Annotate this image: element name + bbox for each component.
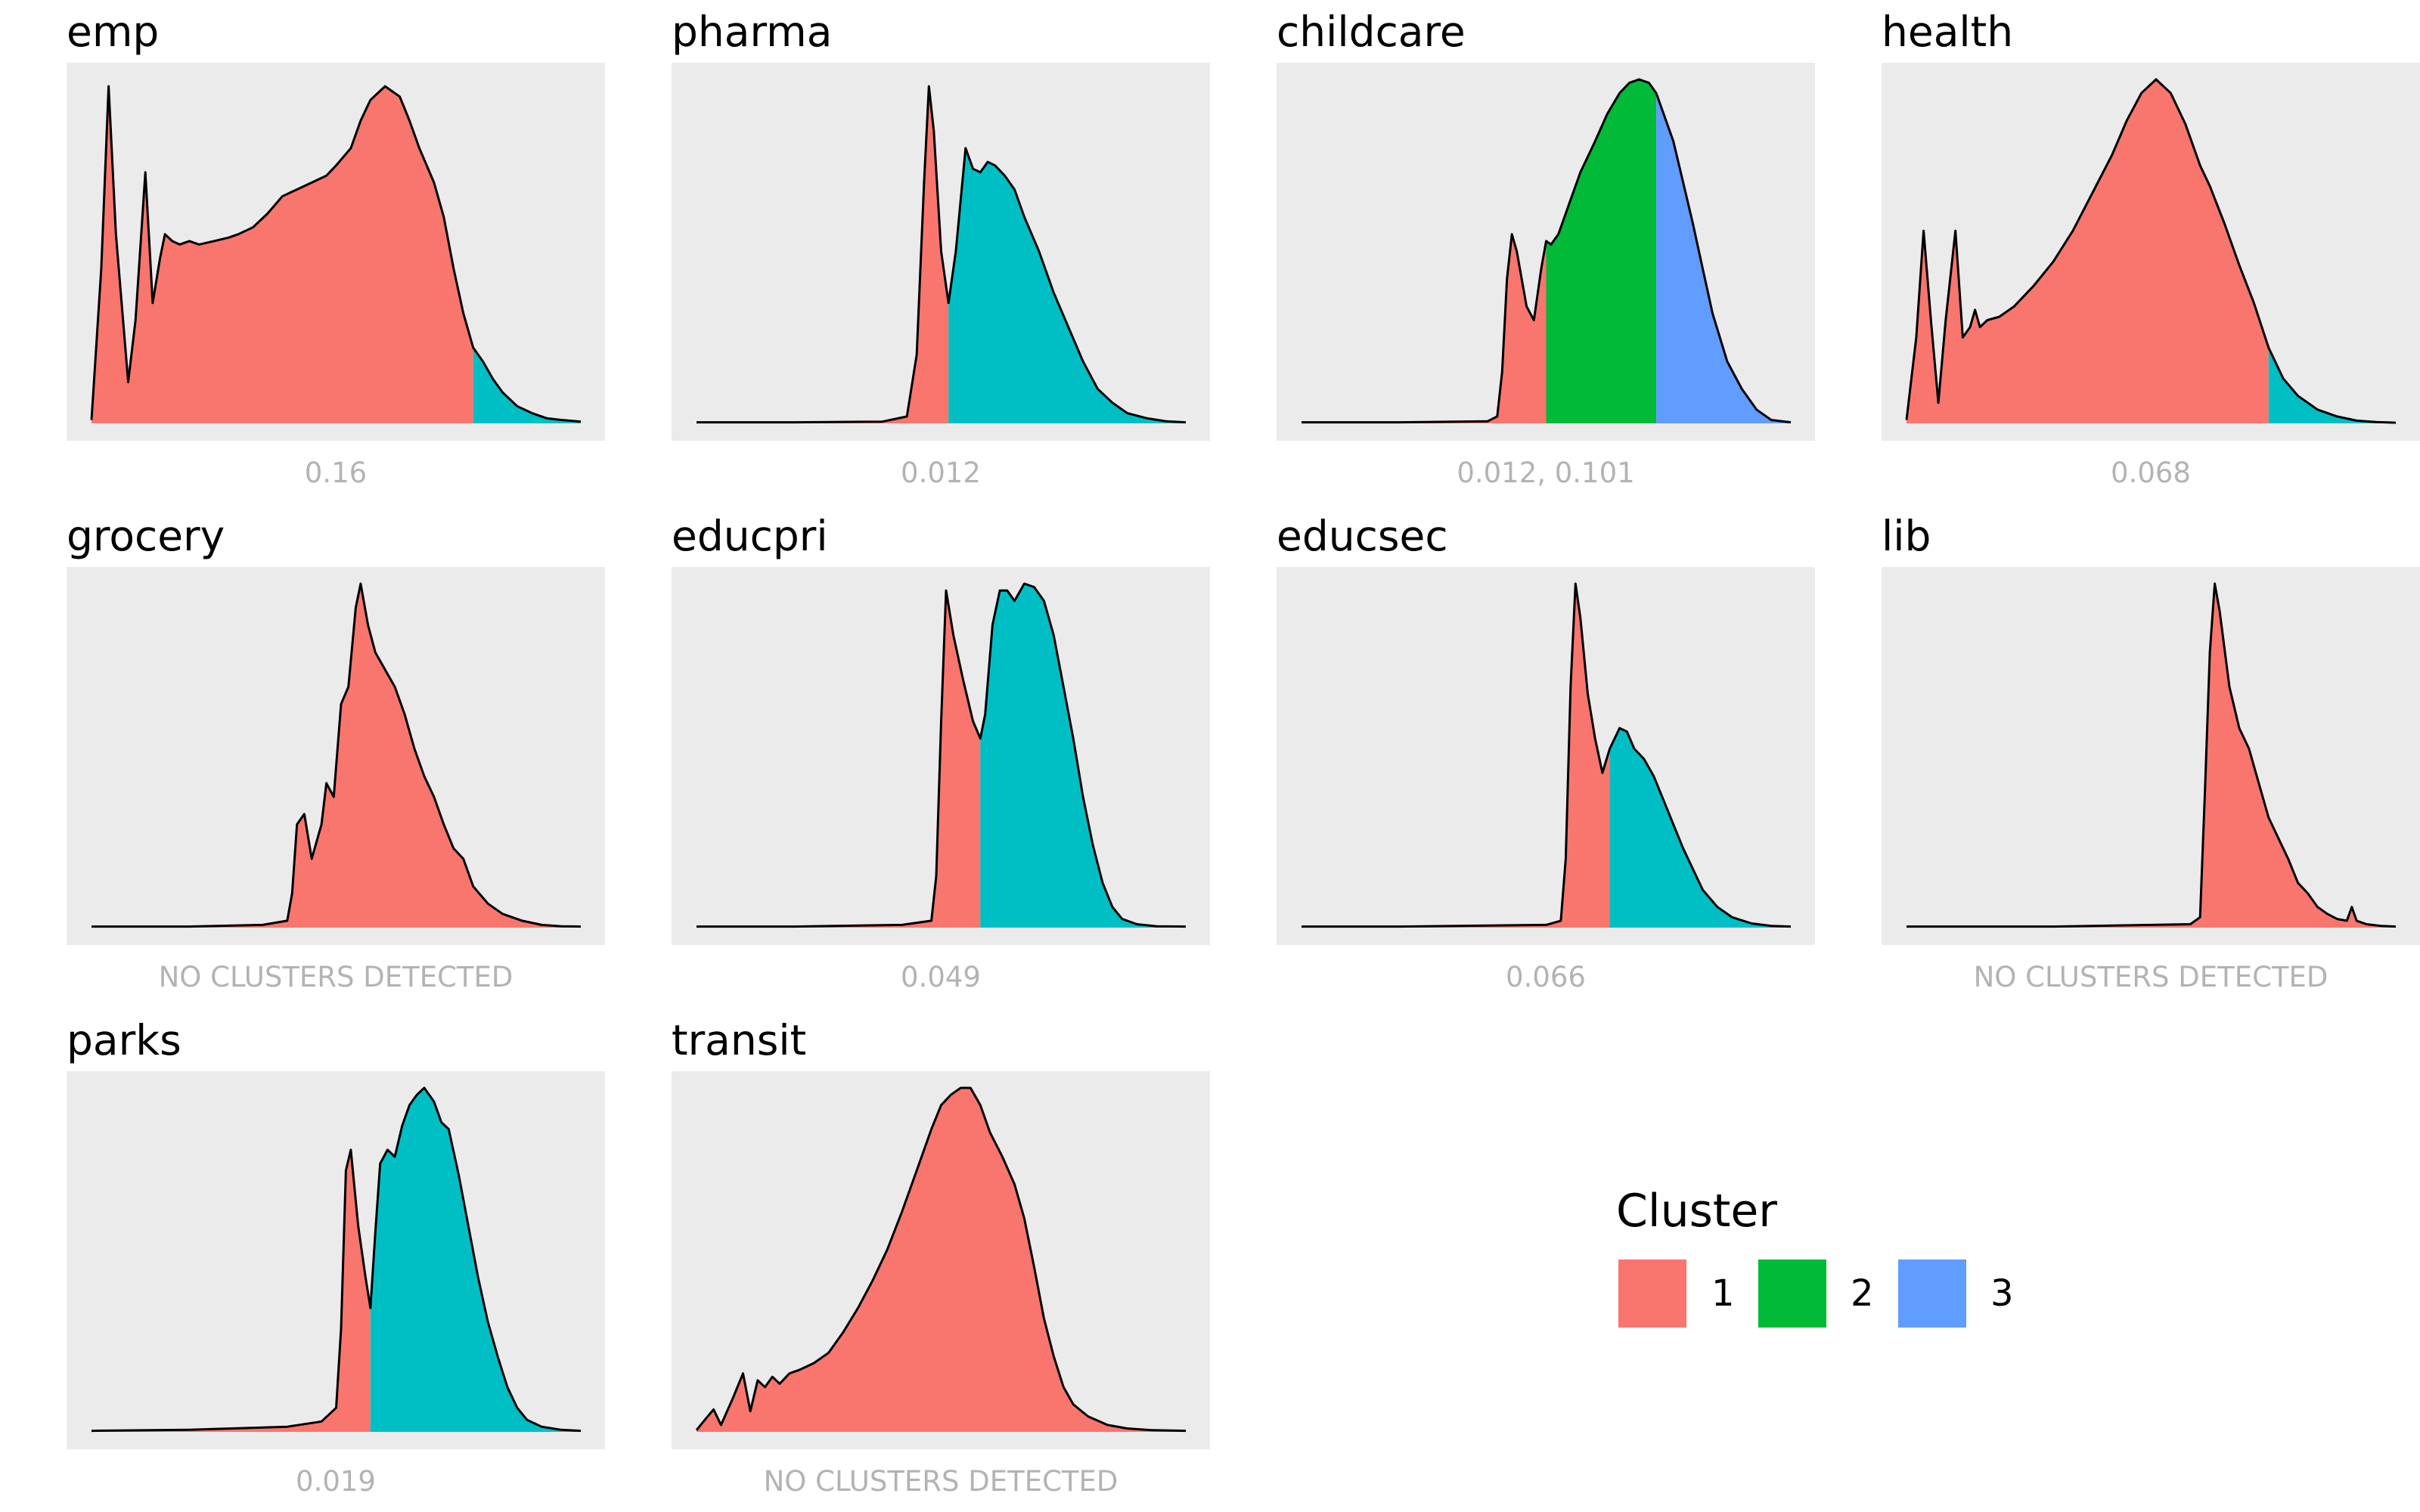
facet-panel-emp: emp 0.16: [67, 8, 605, 489]
cluster-area-1: [697, 86, 949, 423]
density-curve: [697, 85, 1187, 424]
cluster-area-3b: [370, 1088, 581, 1432]
cluster-area-1: [92, 1149, 371, 1432]
facet-caption: 0.066: [1506, 961, 1586, 993]
legend-key-1: [1618, 1259, 1686, 1328]
facet-panel-educpri: educpri 0.049: [672, 512, 1210, 993]
facet-title: childcare: [1277, 8, 1466, 56]
facet-caption: NO CLUSTERS DETECTED: [159, 961, 513, 993]
facet-title: transit: [672, 1016, 806, 1064]
legend-key-3: [1898, 1259, 1966, 1328]
facet-title: parks: [67, 1016, 182, 1064]
cluster-area-1: [697, 590, 981, 928]
facet-panel-childcare: childcare 0.012, 0.101: [1277, 8, 1815, 489]
cluster-area-1: [1302, 234, 1547, 423]
facet-caption: NO CLUSTERS DETECTED: [764, 1465, 1118, 1498]
density-curve: [1907, 582, 2397, 928]
facet-panel-health: health 0.068: [1882, 8, 2420, 489]
density-curve: [1905, 78, 2397, 424]
facet-title: lib: [1882, 512, 1931, 560]
facet-caption: 0.019: [296, 1465, 376, 1498]
density-curve: [1302, 582, 1792, 928]
facet-caption: 0.16: [305, 457, 367, 489]
facet-title: pharma: [672, 8, 832, 56]
facet-panel-transit: transit NO CLUSTERS DETECTED: [672, 1016, 1210, 1498]
facet-title: grocery: [67, 512, 225, 560]
cluster-area-3: [1656, 93, 1791, 423]
panel-background: [1882, 567, 2420, 945]
legend-label-1: 1: [1711, 1272, 1735, 1315]
facet-caption: 0.049: [901, 961, 981, 993]
facet-title: educsec: [1277, 512, 1448, 560]
facet-panel-lib: lib NO CLUSTERS DETECTED: [1882, 512, 2420, 993]
density-curve: [91, 1086, 582, 1433]
cluster-area-3b: [948, 148, 1186, 423]
legend-title: Cluster: [1616, 1185, 1777, 1238]
legend-label-2: 2: [1851, 1272, 1874, 1315]
facet-panel-pharma: pharma 0.012: [672, 8, 1210, 489]
facet-panel-educsec: educsec 0.066: [1277, 512, 1815, 993]
facet-caption: NO CLUSTERS DETECTED: [1974, 961, 2328, 993]
cluster-area-1: [1907, 79, 2269, 423]
cluster-area-2: [1546, 79, 1657, 423]
cluster-area-1: [1302, 584, 1610, 928]
legend-key-2: [1758, 1259, 1826, 1328]
facet-panels: emp 0.16 pharma 0.012 childcare 0.012, 0.101 h…: [67, 8, 2420, 1498]
cluster-area-1: [92, 86, 473, 423]
density-curve: [697, 582, 1187, 928]
density-curve: [92, 582, 582, 928]
panel-background: [1277, 567, 1815, 945]
density-curve: [90, 85, 582, 423]
legend-label-3: 3: [1990, 1272, 2014, 1315]
cluster-area-3b: [473, 347, 581, 423]
facet-panel-grocery: grocery NO CLUSTERS DETECTED: [67, 512, 605, 993]
facet-caption: 0.012: [901, 457, 981, 489]
facet-caption: 0.012, 0.101: [1457, 457, 1634, 489]
density-curve: [695, 1086, 1187, 1433]
cluster-area-3b: [1609, 728, 1791, 928]
density-curve: [1302, 78, 1792, 424]
cluster-area-1: [1907, 584, 2396, 928]
cluster-legend: Cluster 1 2 3: [1616, 1185, 2014, 1328]
facet-title: emp: [67, 8, 159, 56]
facet-caption: 0.068: [2111, 457, 2191, 489]
cluster-area-3b: [2268, 347, 2396, 423]
cluster-area-1: [92, 584, 581, 928]
cluster-area-1: [697, 1088, 1186, 1432]
facet-title: health: [1882, 8, 2013, 56]
cluster-area-3b: [980, 584, 1186, 928]
facet-title: educpri: [672, 512, 828, 560]
panel-background: [67, 1071, 605, 1449]
facet-panel-parks: parks 0.019: [67, 1016, 605, 1498]
